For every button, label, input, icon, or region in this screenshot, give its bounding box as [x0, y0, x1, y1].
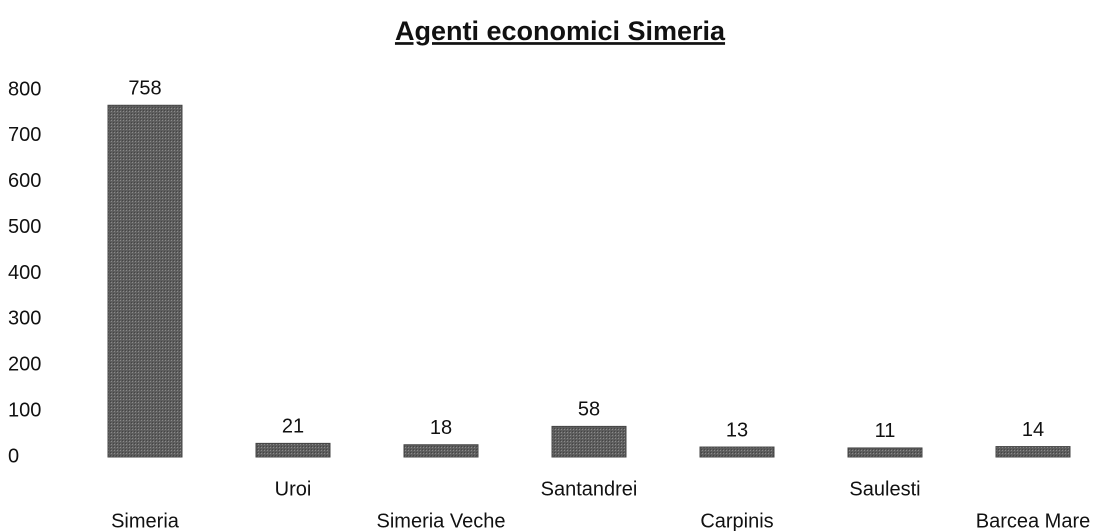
y-tick-label: 600	[8, 170, 41, 192]
data-label: 14	[1022, 419, 1044, 441]
chart-title: Agenti economici Simeria	[395, 16, 726, 46]
y-tick-label: 800	[8, 78, 41, 100]
y-tick-label: 400	[8, 262, 41, 284]
data-label: 18	[430, 417, 452, 439]
bar	[403, 444, 479, 458]
x-tick-label: Santandrei	[541, 478, 638, 500]
x-tick-label: Saulesti	[849, 478, 920, 500]
bar	[107, 104, 183, 458]
bar	[995, 446, 1071, 458]
bar	[847, 447, 923, 458]
y-tick-label: 0	[8, 445, 19, 467]
bar	[699, 446, 775, 458]
bar	[255, 442, 331, 458]
data-label: 58	[578, 399, 600, 421]
data-label: 11	[875, 420, 896, 442]
y-tick-label: 300	[8, 308, 41, 330]
x-tick-label: Uroi	[275, 478, 312, 500]
x-tick-label: Simeria	[111, 510, 180, 531]
x-tick-label: Carpinis	[700, 510, 773, 531]
x-tick-label: Simeria Veche	[377, 510, 506, 531]
bar	[551, 425, 627, 458]
y-tick-label: 200	[8, 354, 41, 376]
y-tick-label: 500	[8, 216, 41, 238]
x-tick-label: Barcea Mare	[976, 510, 1091, 531]
y-tick-label: 700	[8, 124, 41, 146]
data-label: 758	[128, 78, 161, 100]
data-label: 21	[282, 416, 304, 438]
data-label: 13	[726, 419, 748, 441]
y-tick-label: 100	[8, 399, 41, 421]
